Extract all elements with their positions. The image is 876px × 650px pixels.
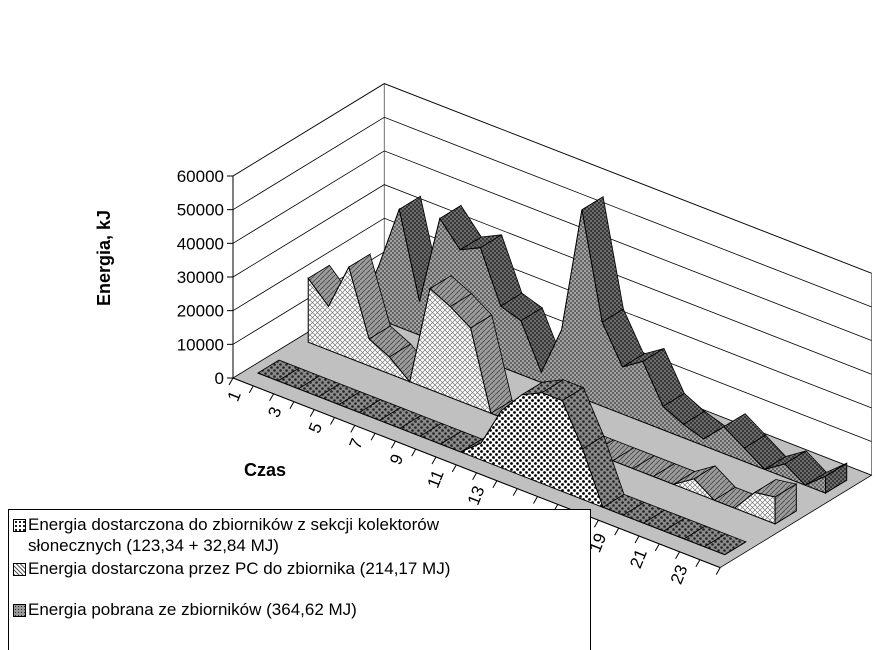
x-tick	[634, 535, 640, 544]
x-tick	[715, 567, 721, 575]
x-tick-label: 23	[667, 562, 692, 587]
x-tick-label: 5	[305, 420, 326, 436]
x-tick-label: 7	[346, 436, 367, 452]
y-axis-title: Energia, kJ	[94, 210, 114, 306]
x-tick-label: 1	[224, 388, 245, 404]
y-tick-label: 10000	[177, 335, 224, 354]
gridline	[232, 184, 872, 375]
x-tick	[675, 551, 681, 560]
y-tick-label: 20000	[177, 302, 224, 321]
x-tick	[350, 425, 356, 433]
legend-label-cont: słonecznych (123,34 + 32,84 MJ)	[28, 536, 279, 555]
x-tick	[411, 448, 417, 457]
x-tick-label: 21	[626, 546, 651, 571]
y-tick-label: 60000	[177, 167, 224, 186]
x-tick	[248, 385, 254, 394]
x-tick	[472, 472, 478, 481]
x-tick	[431, 456, 437, 465]
x-tick	[309, 409, 315, 417]
legend-swatch-icon	[13, 604, 26, 617]
x-tick	[370, 433, 376, 441]
x-axis-title: Czas	[244, 460, 286, 480]
series-front-face	[257, 372, 725, 556]
x-tick	[492, 480, 498, 488]
x-tick	[654, 543, 660, 552]
gridline	[232, 83, 872, 274]
x-tick	[593, 519, 599, 528]
gridline	[232, 116, 872, 308]
x-tick	[533, 496, 538, 504]
axes: 0100002000030000400005000060000135791113…	[177, 167, 721, 587]
legend-label: Energia pobrana ze zbiorników (364,62 MJ…	[28, 600, 357, 619]
legend-item-heat-pump: Energia dostarczona przez PC do zbiornik…	[13, 558, 586, 579]
x-tick	[614, 527, 620, 536]
gridline	[232, 150, 872, 341]
x-tick	[451, 464, 457, 473]
legend-item-drawn: Energia pobrana ze zbiorników (364,62 MJ…	[13, 599, 586, 620]
y-tick-label: 50000	[177, 201, 224, 220]
legend-swatch-icon	[13, 563, 26, 576]
x-tick	[330, 417, 335, 425]
x-tick-label: 13	[464, 483, 489, 508]
x-tick	[289, 401, 295, 409]
legend-label: Energia dostarczona przez PC do zbiornik…	[28, 559, 451, 578]
y-tick-label: 40000	[177, 234, 224, 253]
x-tick-label: 9	[386, 451, 407, 467]
series-layers	[256, 195, 848, 556]
series-1	[307, 253, 798, 525]
y-tick-label: 0	[215, 369, 224, 388]
legend: Energia dostarczona do zbiorników z sekc…	[8, 509, 591, 650]
legend-label: Energia dostarczona do zbiorników z sekc…	[28, 515, 440, 534]
x-tick	[228, 377, 234, 386]
x-tick	[390, 440, 396, 449]
x-tick	[695, 559, 701, 567]
gridline	[232, 217, 872, 409]
series-end-cap	[724, 541, 747, 556]
y-tick-label: 30000	[177, 268, 224, 287]
x-tick	[512, 488, 518, 496]
series-end-cap	[825, 462, 848, 494]
legend-item-solar: Energia dostarczona do zbiorników z sekc…	[13, 514, 586, 556]
x-tick	[269, 393, 275, 402]
series-end-cap	[774, 483, 797, 525]
series-front-face	[357, 207, 826, 494]
legend-swatch-icon	[13, 519, 26, 532]
x-tick-label: 3	[264, 404, 285, 420]
series-0	[256, 359, 747, 556]
x-tick-label: 11	[424, 467, 448, 490]
